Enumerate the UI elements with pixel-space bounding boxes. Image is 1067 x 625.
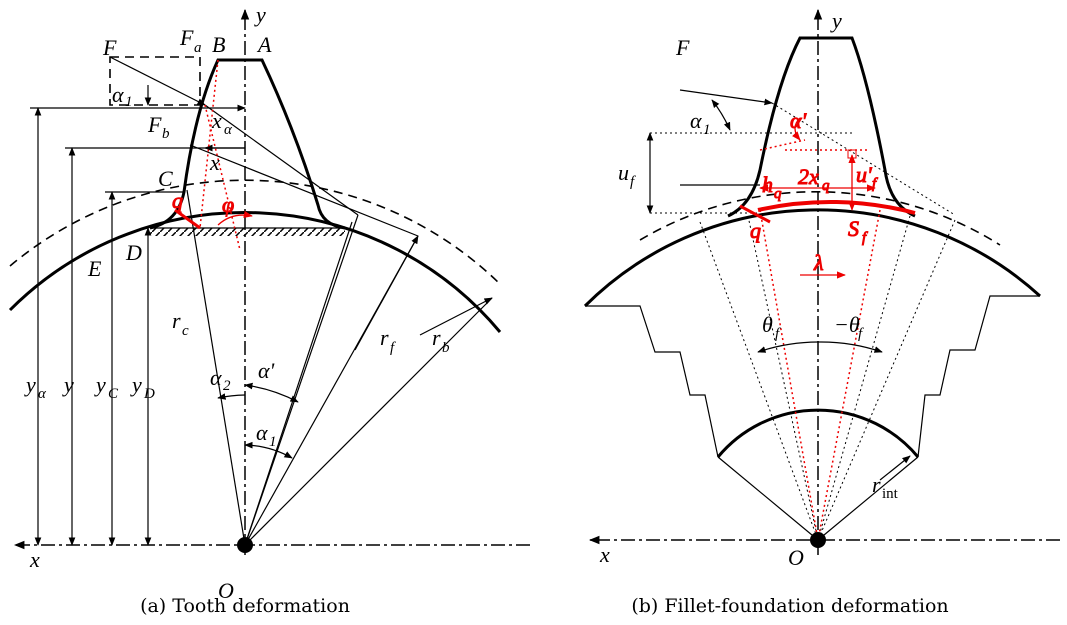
label: α <box>38 386 47 402</box>
label: x <box>29 547 40 572</box>
label: α' <box>790 108 807 133</box>
caption: (b) Fillet-foundation deformation <box>631 595 948 617</box>
label: λ <box>813 250 824 275</box>
label: θ <box>762 312 773 337</box>
label: y <box>94 372 106 397</box>
label: E <box>87 256 102 281</box>
label: φ <box>222 192 234 217</box>
label: a <box>194 40 202 56</box>
label: D <box>125 240 142 265</box>
label: x <box>599 542 610 567</box>
label: x <box>211 108 222 133</box>
caption: (a) Tooth deformation <box>140 595 350 617</box>
label: q <box>822 178 830 194</box>
label: O <box>788 545 804 570</box>
label: F <box>675 35 690 60</box>
label: F <box>102 35 117 60</box>
label: q <box>774 186 782 202</box>
origin-dot <box>810 532 826 548</box>
label: y <box>254 2 266 27</box>
label: f <box>390 340 396 356</box>
label: A <box>256 32 272 57</box>
label: 1 <box>269 434 277 450</box>
label: f <box>862 230 868 246</box>
label: α <box>256 420 268 445</box>
label: 2 <box>223 378 231 394</box>
label: c <box>182 323 189 339</box>
label: 2x <box>798 164 819 189</box>
label: x <box>209 150 220 175</box>
label: α <box>210 365 222 390</box>
label: B <box>212 32 225 57</box>
label: r <box>172 308 181 333</box>
label: α' <box>258 358 275 383</box>
label: 1 <box>703 122 711 138</box>
label: y <box>130 372 142 397</box>
label: D <box>143 386 155 402</box>
label: α <box>690 108 702 133</box>
label: b <box>442 340 450 356</box>
label: F <box>179 25 194 50</box>
label: u <box>618 160 629 185</box>
label: y <box>62 372 74 397</box>
figure: y x O F Fa B A α1 xα Fb x C q φ E D rc α… <box>0 0 1067 625</box>
panel-b <box>585 10 1060 555</box>
label: α <box>112 82 124 107</box>
label: f <box>630 174 636 190</box>
label: y <box>24 372 36 397</box>
label: r <box>380 325 389 350</box>
label: r <box>432 325 441 350</box>
label: q <box>750 218 761 243</box>
label: 1 <box>125 94 133 110</box>
label: f <box>858 326 864 342</box>
label: r <box>872 472 881 497</box>
label: α <box>224 122 233 138</box>
label: h <box>762 172 773 197</box>
label: u' <box>856 162 872 187</box>
label: f <box>872 176 878 192</box>
label: C <box>108 386 119 402</box>
label: int <box>882 486 899 502</box>
panel-a <box>10 10 530 555</box>
label: S <box>848 216 859 241</box>
origin-dot <box>237 537 253 553</box>
label: F <box>147 112 162 137</box>
label: −θ <box>834 312 860 337</box>
label: b <box>162 126 170 142</box>
label: C <box>158 166 173 191</box>
label: q <box>172 188 183 213</box>
label: y <box>830 8 842 33</box>
